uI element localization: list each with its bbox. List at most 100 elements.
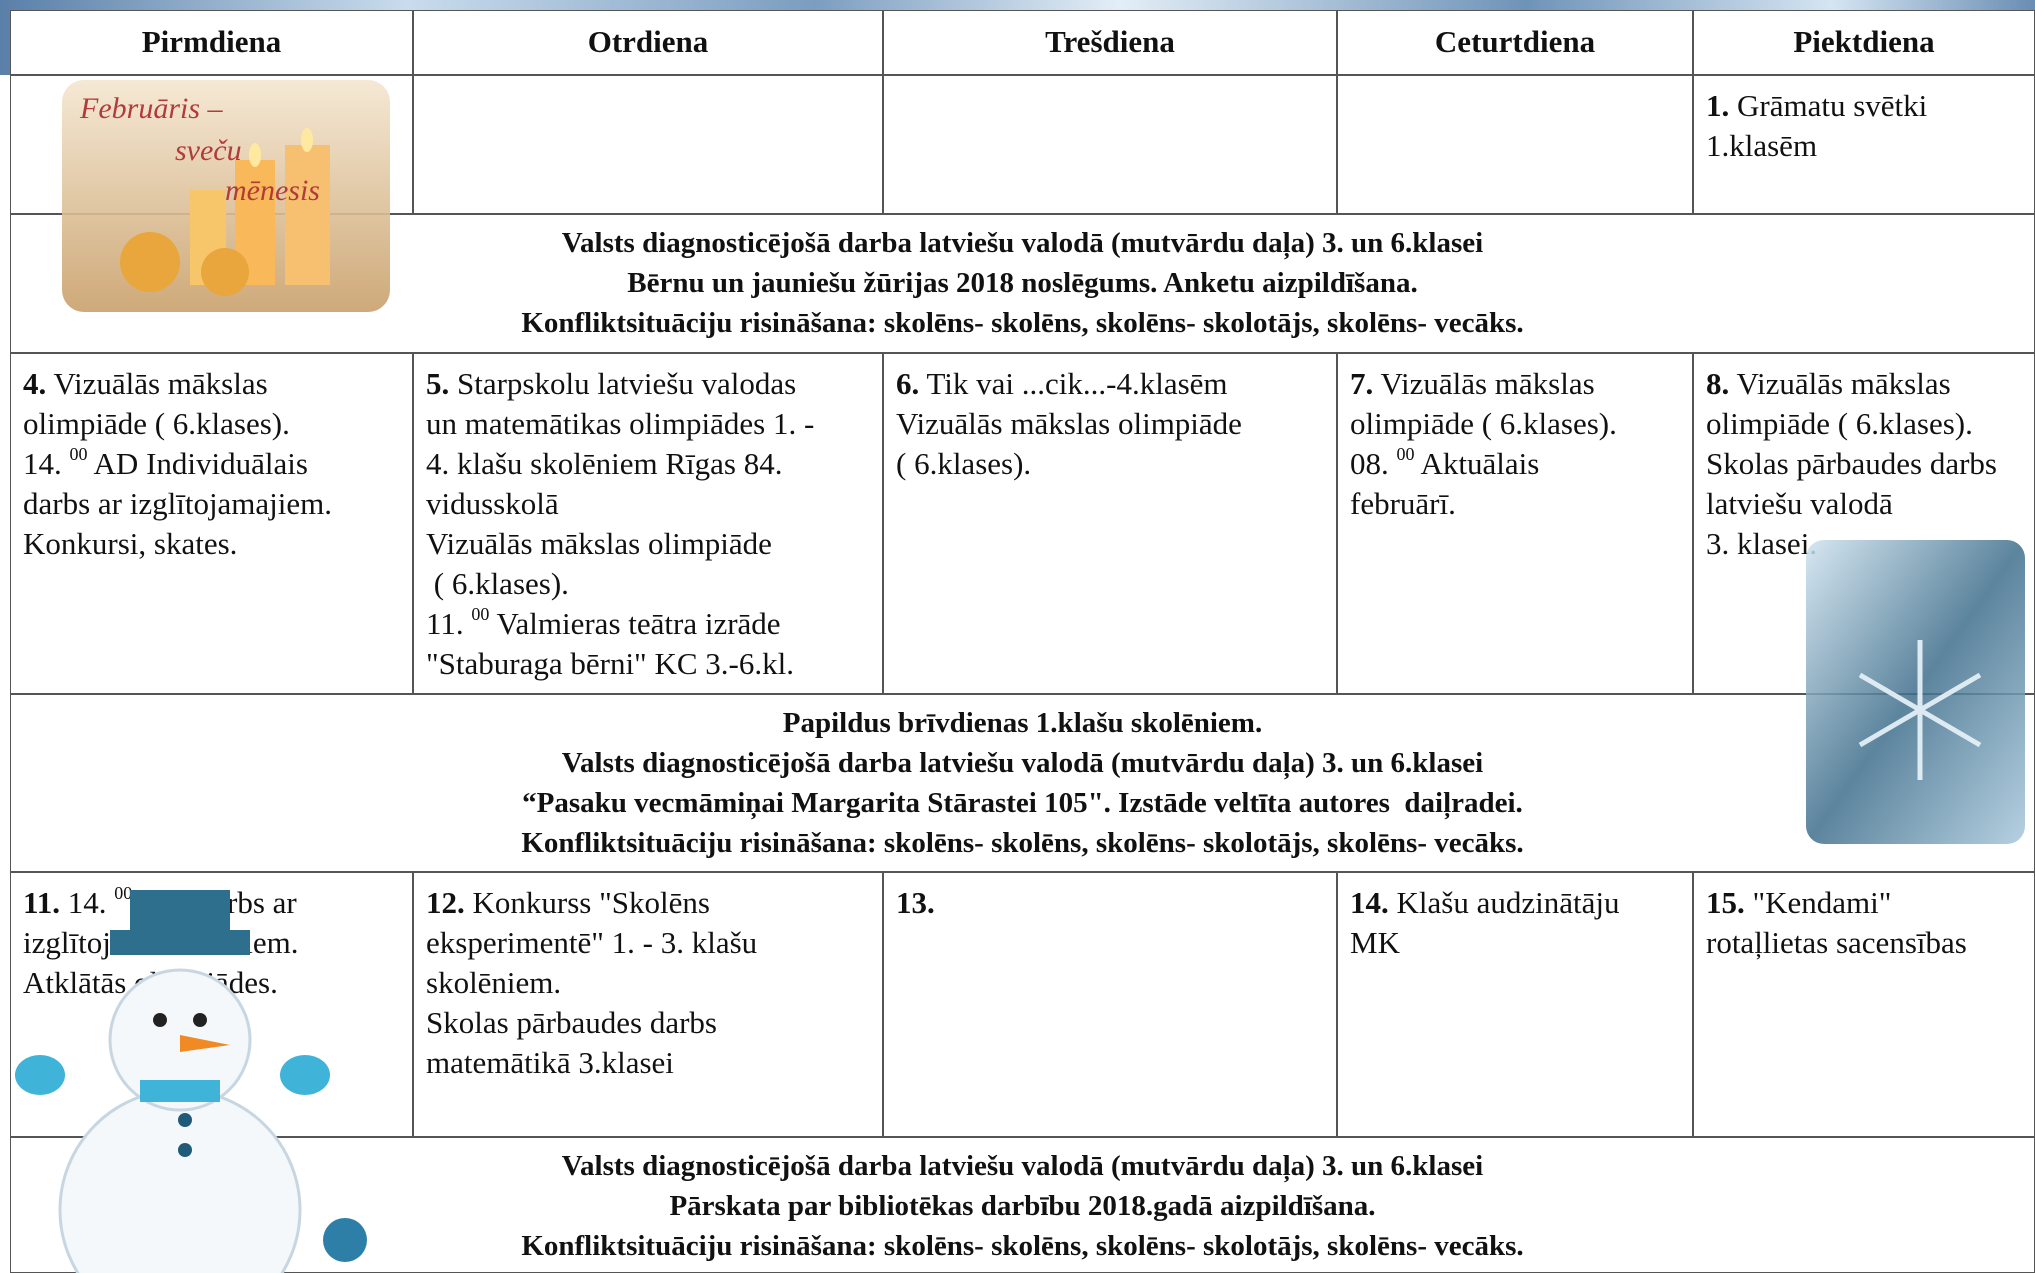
text: 4. klašu skolēniem Rīgas 84. [426, 446, 783, 481]
text: "Kendami" [1744, 885, 1892, 920]
text-line: "Staburaga bērni" KC 3.-6.kl. [426, 644, 882, 684]
text-line: darbs ar izglītojamajiem. [23, 484, 412, 524]
text: Konkurss "Skolēns [464, 885, 710, 920]
text: Vizuālās mākslas olimpiāde [426, 526, 772, 561]
text: izglītojamo vecākiem. [23, 925, 299, 960]
text: Konkursi, skates. [23, 526, 238, 561]
day-header: Piektdiena [1693, 10, 2035, 75]
time-superscript: 00 [69, 444, 88, 464]
day-number: 7. [1350, 366, 1374, 401]
text-line: 11. 00 Valmieras teātra izrāde [426, 604, 882, 644]
text-line: 15. "Kendami" [1706, 883, 2034, 923]
day-header: Otrdiena [413, 10, 883, 75]
text: Grāmatu svētki [1729, 88, 1928, 123]
text: "Staburaga bērni" KC 3.-6.kl. [426, 646, 794, 681]
text-line: 08. 00 Aktuālais [1350, 444, 1692, 484]
time-superscript: 00 [471, 604, 490, 624]
text-line: Pārskata par bibliotēkas darbību 2018.ga… [669, 1190, 1376, 1222]
text: rotaļlietas sacensības [1706, 925, 1967, 960]
text: Valmieras teātra izrāde [489, 606, 781, 641]
text: 11. [426, 606, 472, 641]
text: Skolas pārbaudes darbs [426, 1005, 717, 1040]
text-line: 4. Vizuālās mākslas [23, 364, 412, 404]
text: 14. [60, 885, 115, 920]
time-superscript: 00 [1396, 444, 1415, 464]
text-line: Konfliktsituāciju risināšana: skolēns- s… [521, 827, 1524, 859]
day-number: 11. [23, 885, 61, 920]
day-number: 8. [1706, 366, 1730, 401]
text: AD Individuālais [87, 446, 308, 481]
day-cell: 5. Starpskolu latviešu valodas un matemāt… [413, 353, 883, 694]
text-line: Konkursi, skates. [23, 524, 412, 564]
day-number: 14. [1350, 885, 1389, 920]
text-line: izglītojamo vecākiem. [23, 923, 412, 963]
text: eksperimentē" 1. - 3. klašu [426, 925, 758, 960]
day-header: Ceturtdiena [1337, 10, 1693, 75]
text-line: Papildus brīvdienas 1.klašu skolēniem. [782, 707, 1263, 739]
day-cell: 8. Vizuālās mākslas olimpiāde ( 6.klases)… [1693, 353, 2035, 694]
text-line: 1. Grāmatu svētki [1706, 86, 2034, 126]
text: ( 6.klases). [896, 446, 1032, 481]
text-line: matemātikā 3.klasei [426, 1043, 882, 1083]
text: skolēniem. [426, 965, 562, 1000]
text-line: Skolas pārbaudes darbs [426, 1003, 882, 1043]
text: februārī. [1350, 486, 1456, 521]
day-number: 6. [896, 366, 920, 401]
text: Atklātās olimpiādes. [23, 965, 278, 1000]
text: darbs ar izglītojamajiem. [23, 486, 333, 521]
day-header: Pirmdiena [10, 10, 413, 75]
text-line: Bērnu un jauniešu žūrijas 2018 noslēgums… [627, 267, 1418, 299]
text-line: 7. Vizuālās mākslas [1350, 364, 1692, 404]
text: latviešu valodā [1706, 486, 1893, 521]
text-line: 1.klasēm [1706, 126, 2034, 166]
text-line: 12. Konkurss "Skolēns [426, 883, 882, 923]
text-line: 14. Klašu audzinātāju [1350, 883, 1692, 923]
day-cell [413, 75, 883, 214]
text-line: 3. klasei. [1706, 524, 2034, 564]
text: Vizuālās mākslas olimpiāde [896, 406, 1242, 441]
day-cell: 1. Grāmatu svētki 1.klasēm [1693, 75, 2035, 214]
text-line: Konfliktsituāciju risināšana: skolēns- s… [521, 1230, 1524, 1262]
text-line: Valsts diagnosticējošā darba latviešu va… [561, 1150, 1484, 1182]
text-line: 14. 00 AD Individuālais [23, 444, 412, 484]
text: olimpiāde ( 6.klases). [1706, 406, 1973, 441]
day-cell [883, 75, 1337, 214]
text-line: 13. [896, 883, 1336, 923]
text-line: olimpiāde ( 6.klases). [23, 404, 412, 444]
text-line: ( 6.klases). [426, 564, 882, 604]
text: Vizuālās mākslas [1729, 366, 1951, 401]
text: matemātikā 3.klasei [426, 1045, 674, 1080]
text: vidusskolā [426, 486, 559, 521]
text-line: skolēniem. [426, 963, 882, 1003]
text-line: un matemātikas olimpiādes 1. - [426, 404, 882, 444]
text-line: Skolas pārbaudes darbs [1706, 444, 2034, 484]
text: ( 6.klases). [426, 566, 569, 601]
text: 3. klasei. [1706, 526, 1818, 561]
text: Starpskolu latviešu valodas [449, 366, 797, 401]
day-number: 1. [1706, 88, 1730, 123]
day-cell: 6. Tik vai ...cik...-4.klasēm Vizuālās mā… [883, 353, 1337, 694]
day-number: 15. [1706, 885, 1745, 920]
text-line: Vizuālās mākslas olimpiāde [896, 404, 1336, 444]
text: 1.klasēm [1706, 128, 1818, 163]
text-line: “Pasaku vecmāmiņai Margarita Stārastei 1… [522, 787, 1523, 819]
text-line: 5. Starpskolu latviešu valodas [426, 364, 882, 404]
text-line: Vizuālās mākslas olimpiāde [426, 524, 882, 564]
text-line: 6. Tik vai ...cik...-4.klasēm [896, 364, 1336, 404]
text: un matemātikas olimpiādes 1. - [426, 406, 815, 441]
text: MK [1350, 925, 1400, 960]
text: Aktuālais [1414, 446, 1540, 481]
text: olimpiāde ( 6.klases). [23, 406, 290, 441]
text-line: rotaļlietas sacensības [1706, 923, 2034, 963]
day-header: Trešdiena [883, 10, 1337, 75]
day-cell [1337, 75, 1693, 214]
day-number: 12. [426, 885, 465, 920]
event-banner: Papildus brīvdienas 1.klašu skolēniem. Va… [10, 694, 2035, 872]
text: 14. [23, 446, 70, 481]
day-cell: 13. [883, 872, 1337, 1137]
text: 08. [1350, 446, 1397, 481]
day-cell: 4. Vizuālās mākslas olimpiāde ( 6.klases)… [10, 353, 413, 694]
text-line: februārī. [1350, 484, 1692, 524]
text-line: 4. klašu skolēniem Rīgas 84. [426, 444, 882, 484]
